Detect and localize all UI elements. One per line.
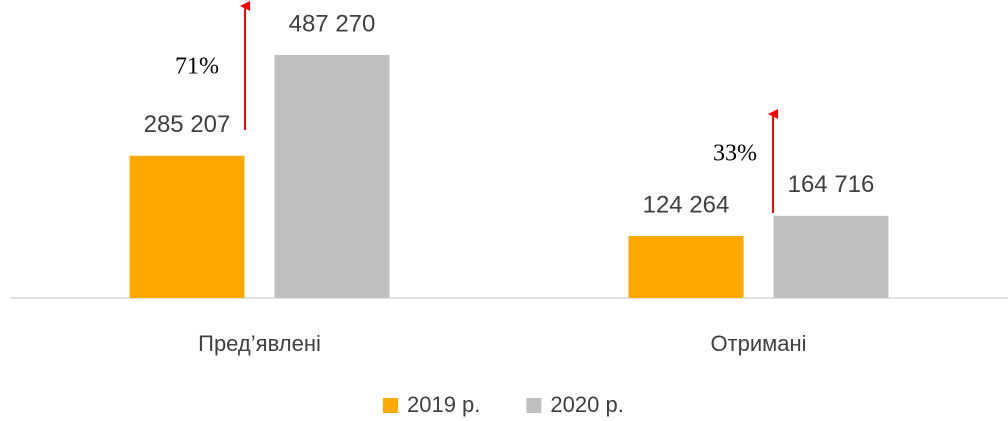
bar — [773, 215, 889, 298]
bar — [274, 54, 390, 298]
value-label: 487 270 — [289, 10, 376, 37]
x-tick-label: Отримані — [710, 331, 806, 356]
legend-label: 2019 р. — [407, 392, 480, 417]
legend-swatch — [383, 398, 398, 413]
annotation: 71% — [175, 54, 219, 80]
annotation: 33% — [713, 141, 757, 167]
value-label: 285 207 — [144, 111, 231, 138]
legend-swatch — [526, 398, 542, 413]
bar — [628, 236, 744, 298]
value-label: 124 264 — [643, 191, 730, 218]
value-label: 164 716 — [788, 171, 875, 198]
legend-label: 2020 р. — [550, 392, 623, 417]
bar — [129, 155, 245, 298]
x-tick-label: Пред’явлені — [198, 331, 321, 356]
